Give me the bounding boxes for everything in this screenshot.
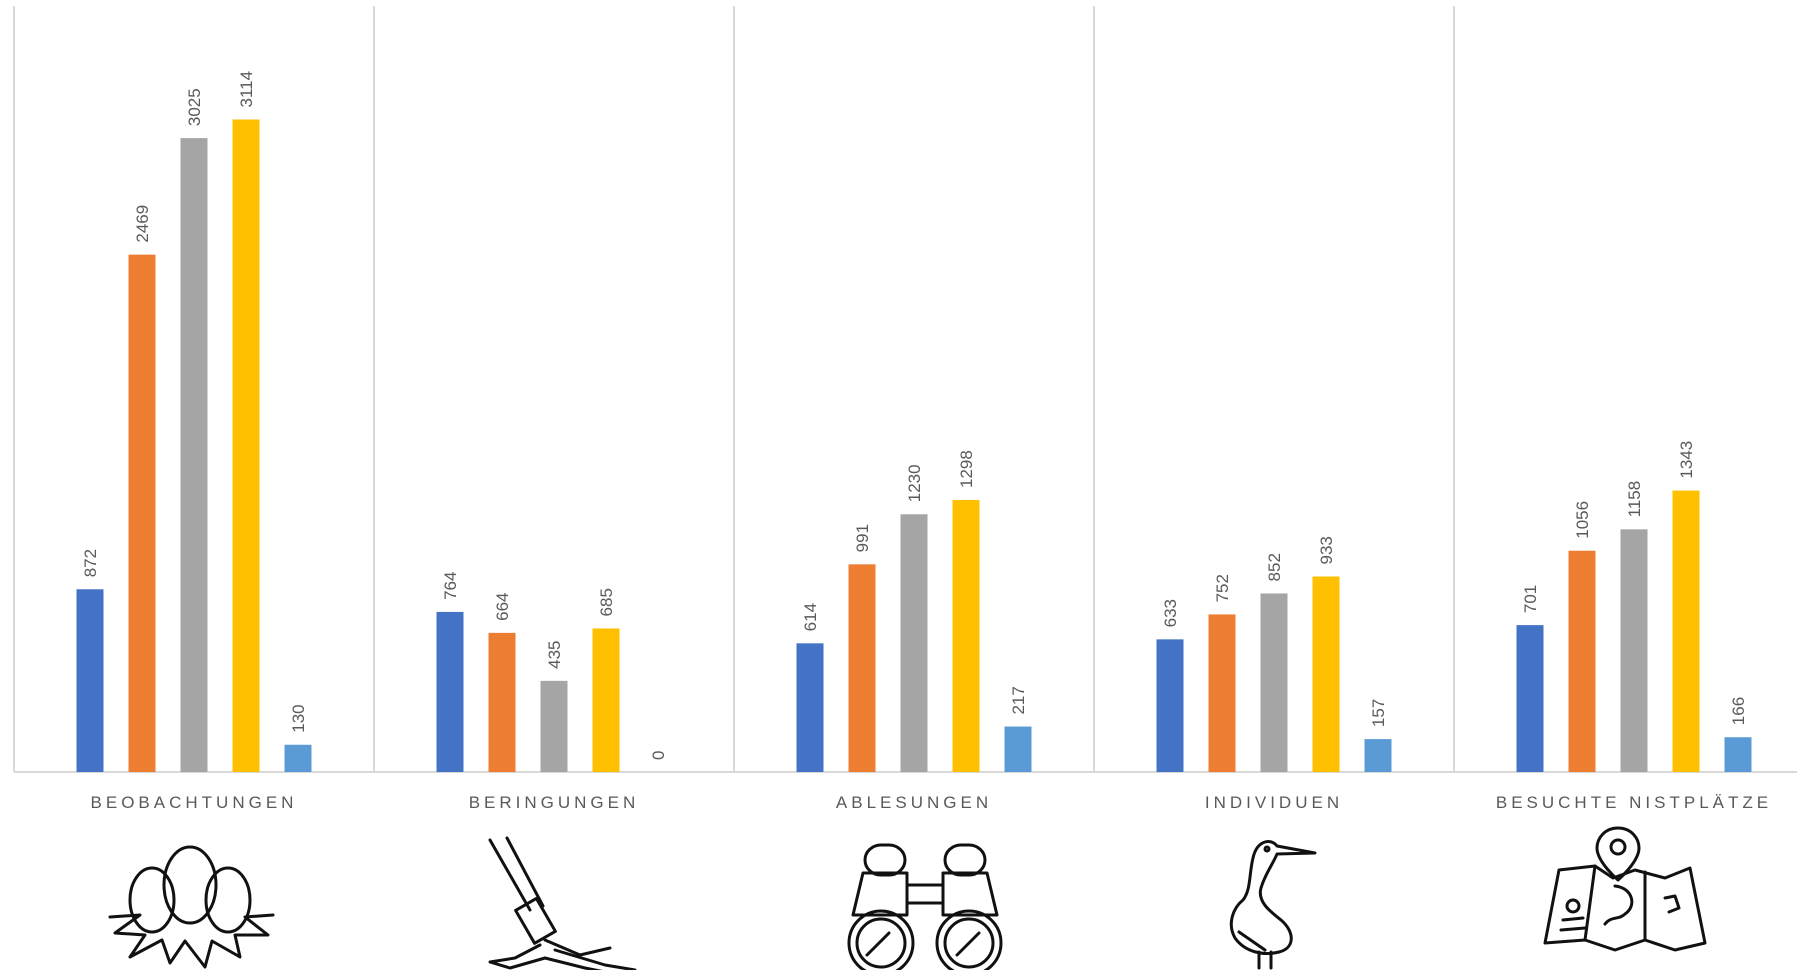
data-label: 157 — [1369, 699, 1388, 727]
bar — [952, 500, 980, 772]
bar — [128, 254, 156, 773]
data-label: 614 — [801, 603, 820, 631]
category-separators — [13, 6, 1455, 772]
data-label: 933 — [1317, 536, 1336, 564]
map-pin-icon — [1543, 826, 1707, 952]
bar — [1724, 737, 1752, 772]
data-label: 3114 — [237, 71, 256, 108]
data-label: 1230 — [905, 464, 924, 502]
bar — [488, 632, 516, 772]
bar — [436, 611, 464, 772]
bar — [1004, 726, 1032, 772]
data-label: 435 — [545, 640, 564, 668]
ringing-pliers-icon — [488, 836, 637, 970]
data-label: 991 — [853, 524, 872, 552]
bar — [540, 680, 568, 772]
bar — [76, 589, 104, 772]
data-label: 217 — [1009, 686, 1028, 714]
data-label: 3025 — [185, 88, 204, 126]
category-label: BEOBACHTUNGEN — [91, 793, 298, 812]
bar — [848, 564, 876, 772]
data-label: 633 — [1161, 599, 1180, 627]
bar — [1260, 593, 1288, 772]
data-label: 0 — [649, 751, 668, 760]
data-label: 2469 — [133, 205, 152, 243]
category-labels: BEOBACHTUNGEN BERINGUNGEN ABLESUNGEN INDIVI… — [91, 793, 1772, 812]
category-label: ABLESUNGEN — [836, 793, 992, 812]
eggs-nest-icon — [108, 845, 275, 969]
bar — [1516, 625, 1544, 772]
data-label: 1158 — [1625, 481, 1644, 518]
bar — [1208, 614, 1236, 772]
data-label: 752 — [1213, 574, 1232, 602]
bar — [796, 643, 824, 772]
category-label: BERINGUNGEN — [469, 793, 640, 812]
data-label: 166 — [1729, 697, 1748, 725]
bar — [180, 138, 208, 772]
bar — [232, 119, 260, 773]
binoculars-icon — [847, 843, 1003, 970]
bars — [76, 119, 1752, 773]
data-label: 1343 — [1677, 441, 1696, 479]
data-label: 685 — [597, 588, 616, 616]
bar — [1156, 639, 1184, 772]
bar — [1672, 490, 1700, 772]
value-labels: 872 2469 3025 3114 130 764 664 435 685 0 614 991 123… — [81, 71, 1748, 760]
bar — [1312, 576, 1340, 772]
stork-icon — [1229, 840, 1317, 970]
category-label: BESUCHTE NISTPLÄTZE — [1496, 793, 1772, 812]
data-label: 1056 — [1573, 501, 1592, 539]
data-label: 872 — [81, 549, 100, 577]
data-label: 664 — [493, 592, 512, 620]
bar — [1620, 529, 1648, 772]
data-label: 1298 — [957, 450, 976, 488]
bar — [592, 628, 620, 772]
bar — [900, 514, 928, 772]
data-label: 852 — [1265, 553, 1284, 581]
bar — [284, 744, 312, 772]
data-label: 701 — [1521, 585, 1540, 613]
data-label: 130 — [289, 704, 308, 732]
bar — [1364, 739, 1392, 772]
bar — [1568, 550, 1596, 772]
data-label: 764 — [441, 572, 460, 600]
category-label: INDIVIDUEN — [1205, 793, 1343, 812]
